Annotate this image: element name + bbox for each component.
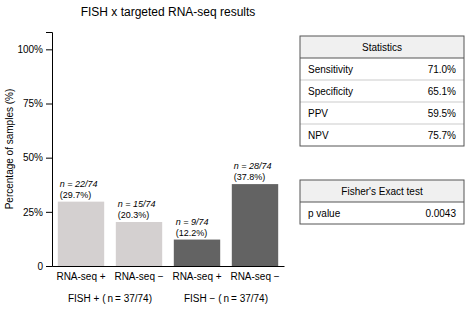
table-border	[300, 36, 464, 146]
y-tick-label: 50%	[23, 152, 43, 163]
table-header-bg	[300, 36, 464, 58]
y-axis: 0 25% 50% 75% 100%	[17, 33, 52, 272]
bar	[116, 222, 162, 266]
table-row-label: PPV	[308, 108, 328, 119]
table-border	[300, 180, 464, 224]
y-tick: 75%	[23, 98, 52, 109]
x-tick-label: RNA-seq −	[230, 271, 279, 282]
y-tick: 100%	[17, 44, 52, 55]
y-tick-label: 0	[37, 261, 43, 272]
table-row-value: 75.7%	[428, 130, 456, 141]
x-tick-label: RNA-seq +	[172, 271, 221, 282]
table-header-bg	[300, 180, 464, 202]
data-label: (20.3%)	[118, 210, 150, 220]
table-row-value: 59.5%	[428, 108, 456, 119]
data-labels: n = 22/74(29.7%) n = 15/74(20.3%) n = 9/74…	[60, 161, 272, 237]
y-tick-label: 100%	[17, 44, 43, 55]
table-row-label: NPV	[308, 130, 329, 141]
bars	[58, 184, 278, 266]
table-title: Fisher's Exact test	[341, 186, 423, 197]
data-label: (29.7%)	[60, 190, 92, 200]
table-row-value: 71.0%	[428, 64, 456, 75]
y-axis-line	[46, 33, 53, 267]
x-axis-line	[53, 266, 285, 267]
group-label: FISH + ( n = 37/74)	[68, 293, 152, 304]
bar	[58, 202, 104, 266]
annotation: n = 28/74	[234, 161, 272, 171]
table-row-label: Sensitivity	[308, 64, 353, 75]
y-tick: 0	[37, 261, 52, 272]
y-tick: 50%	[23, 152, 52, 163]
table-row-line	[300, 124, 464, 125]
x-tick: RNA-seq +	[56, 271, 105, 282]
y-tick-label: 25%	[23, 207, 43, 218]
y-tick-mark	[46, 266, 52, 267]
x-axis: RNA-seq + RNA-seq − RNA-seq + RNA-seq −	[53, 267, 285, 283]
data-label: (37.8%)	[234, 172, 266, 182]
table: Statistics Sensitivity 71.0% Specificity 65.…	[300, 36, 464, 146]
title: FISH x targeted RNA-seq results	[81, 5, 256, 19]
data-label: (12.2%)	[176, 228, 208, 238]
annotation: n = 22/74	[60, 179, 98, 189]
x-tick: RNA-seq −	[114, 271, 163, 282]
x-tick-label: RNA-seq +	[56, 271, 105, 282]
annotation: n = 15/74	[118, 199, 156, 209]
x-tick: RNA-seq +	[172, 271, 221, 282]
table-title: Statistics	[362, 42, 402, 53]
y-axis-title: Percentage of samples (%)	[4, 89, 15, 210]
y-tick-mark	[46, 49, 52, 50]
bar	[174, 240, 220, 266]
y-tick: 25%	[23, 207, 52, 218]
chart: 025%50%75%100%RNA-seq +RNA-seq −RNA-seq …	[0, 0, 474, 324]
y-tick-label: 75%	[23, 98, 43, 109]
table-row-label: p value	[308, 208, 341, 219]
annotation: n = 9/74	[176, 217, 209, 227]
x-tick-label: RNA-seq −	[114, 271, 163, 282]
x-tick: RNA-seq −	[230, 271, 279, 282]
table-row-line	[300, 102, 464, 103]
table-divider	[300, 202, 464, 203]
table-row-value: 65.1%	[428, 86, 456, 97]
group-label: FISH − ( n = 37/74)	[184, 293, 268, 304]
bar	[232, 184, 278, 266]
y-tick-mark	[46, 212, 52, 213]
y-tick-mark	[46, 104, 52, 105]
table-row-value: 0.0043	[425, 208, 456, 219]
y-tick-mark	[46, 158, 52, 159]
table-row-label: Specificity	[308, 86, 353, 97]
table: Fisher's Exact testp value 0.0043	[300, 180, 464, 224]
table-divider	[300, 58, 464, 59]
table-row-line	[300, 80, 464, 81]
